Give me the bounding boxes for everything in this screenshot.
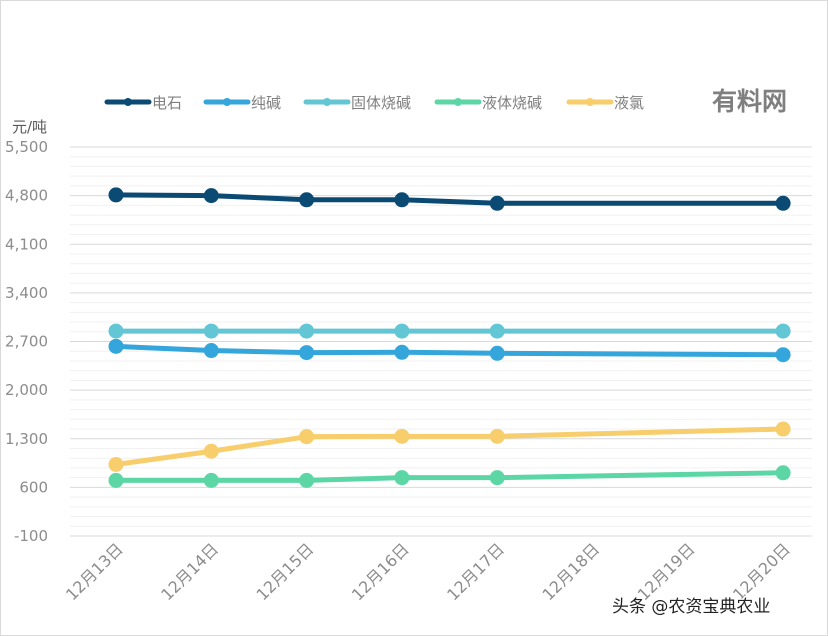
y-tick-label: 2,700 <box>5 333 48 351</box>
x-tick-label: 12月17日 <box>443 539 508 604</box>
legend-label: 液氯 <box>614 94 644 112</box>
legend-label: 纯碱 <box>251 94 281 112</box>
y-axis-ticks: 5,500 4,800 4,100 3,400 2,700 2,000 1,300 600 -1… <box>5 138 48 545</box>
data-point-液体烧碱 <box>489 470 505 486</box>
data-point-固体烧碱 <box>775 323 791 339</box>
data-point-液氯 <box>775 421 791 437</box>
legend-label: 固体烧碱 <box>351 94 411 112</box>
data-point-液体烧碱 <box>299 472 315 488</box>
y-tick-label: 4,800 <box>5 187 48 205</box>
legend-swatch-marker <box>223 98 231 106</box>
data-point-液体烧碱 <box>203 472 219 488</box>
legend-swatch-marker <box>323 98 331 106</box>
data-point-纯碱 <box>203 343 219 359</box>
footer-text-outline: 头条 @农资宝典农业 <box>612 597 770 617</box>
y-tick-label: 2,000 <box>5 381 48 399</box>
x-tick-label: 12月13日 <box>62 539 127 604</box>
legend-swatch-marker <box>124 98 132 106</box>
data-point-液氯 <box>108 456 124 472</box>
series-line-液氯 <box>113 426 786 467</box>
data-point-纯碱 <box>394 344 410 360</box>
series-line-液体烧碱 <box>113 470 786 483</box>
data-point-液体烧碱 <box>775 465 791 481</box>
legend: 电石 纯碱 固体烧碱 液体烧碱 液氯 <box>104 94 644 112</box>
data-point-液氯 <box>203 443 219 459</box>
y-tick-label: 1,300 <box>5 430 48 448</box>
y-tick-label: -100 <box>14 527 48 545</box>
data-point-电石 <box>394 192 410 208</box>
data-point-液氯 <box>394 428 410 444</box>
y-tick-label: 600 <box>19 478 48 496</box>
data-point-液氯 <box>489 428 505 444</box>
data-point-电石 <box>108 187 124 203</box>
x-tick-label: 12月14日 <box>157 539 222 604</box>
y-axis-unit-label: 元/吨 <box>12 118 47 136</box>
data-point-电石 <box>203 188 219 204</box>
footer-caption: 头条 @农资宝典农业 <box>612 597 770 617</box>
series-line-电石 <box>113 192 786 206</box>
x-tick-label: 12月20日 <box>729 539 794 604</box>
data-point-电石 <box>489 195 505 211</box>
series-line-纯碱 <box>113 343 786 358</box>
data-point-纯碱 <box>775 347 791 363</box>
legend-swatch-marker <box>586 98 594 106</box>
data-point-固体烧碱 <box>299 323 315 339</box>
x-tick-label: 12月18日 <box>538 539 603 604</box>
grid-lines <box>70 146 812 537</box>
x-tick-label: 12月19日 <box>634 539 699 604</box>
data-point-固体烧碱 <box>489 323 505 339</box>
x-tick-label: 12月16日 <box>348 539 413 604</box>
x-axis-ticks: 12月13日 12月14日 12月15日 12月16日 12月17日 12月18日 12月1… <box>62 539 794 604</box>
legend-label: 电石 <box>152 94 182 112</box>
y-tick-label: 4,100 <box>5 235 48 253</box>
data-point-液氯 <box>299 429 315 445</box>
data-point-电石 <box>775 195 791 211</box>
data-point-液体烧碱 <box>394 470 410 486</box>
data-point-纯碱 <box>489 345 505 361</box>
data-point-电石 <box>299 192 315 208</box>
legend-swatch-marker <box>454 98 462 106</box>
data-point-固体烧碱 <box>394 323 410 339</box>
data-point-纯碱 <box>299 345 315 361</box>
brand-watermark: 有料网 <box>712 87 787 116</box>
data-point-固体烧碱 <box>108 323 124 339</box>
legend-label: 液体烧碱 <box>482 94 542 112</box>
data-point-液体烧碱 <box>108 472 124 488</box>
data-point-固体烧碱 <box>203 323 219 339</box>
x-tick-label: 12月15日 <box>253 539 318 604</box>
data-point-纯碱 <box>108 338 124 354</box>
series-layer <box>108 187 791 488</box>
y-tick-label: 3,400 <box>5 284 48 302</box>
y-tick-label: 5,500 <box>5 138 48 156</box>
